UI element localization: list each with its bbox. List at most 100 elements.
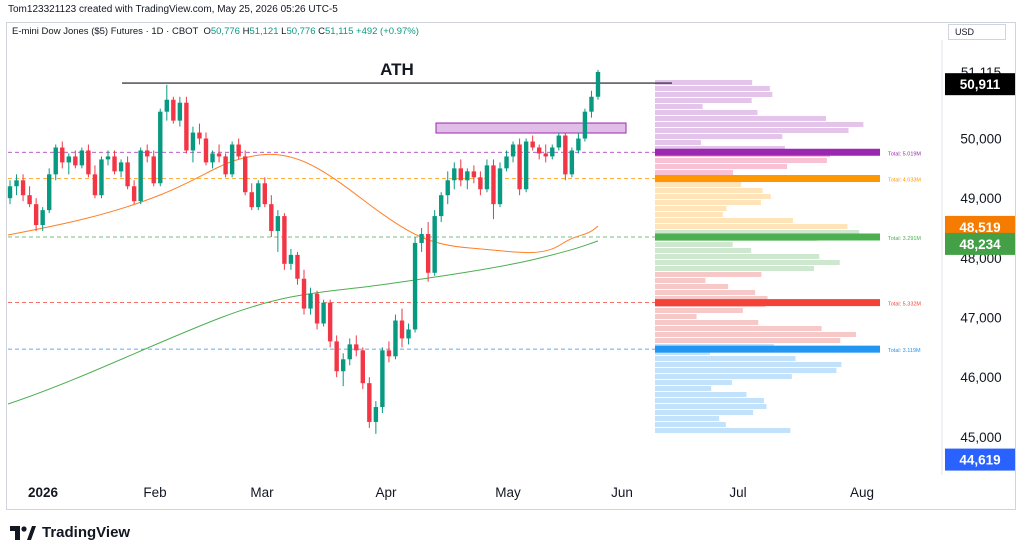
candle-body [504,156,509,169]
volume-bar [655,266,815,271]
volume-bar [655,80,753,85]
resistance-zone [435,122,627,134]
candle-body [354,344,359,351]
candle-body [20,180,26,196]
volume-bar [655,338,841,343]
candle-body [14,180,19,187]
candle-body [249,192,254,208]
candle-body [40,210,45,226]
volume-bar [655,314,697,319]
x-tick-label: 2026 [28,485,59,500]
volume-bar [655,260,840,265]
x-tick-label: Aug [850,485,874,500]
candle-body [79,150,85,166]
volume-bar [655,428,791,433]
candle-body [256,183,261,208]
volume-bar [655,242,733,247]
volume-bar [655,398,764,403]
candle-body [341,359,346,372]
volume-bar [655,320,759,325]
candle-body [576,138,581,151]
volume-total-label: Total: 3.119M [888,348,921,354]
volume-bar [655,308,743,313]
volume-bar [655,206,727,211]
candle-body [373,407,379,422]
candle-body [399,320,405,339]
volume-bar [655,86,770,91]
candle-body [321,302,326,324]
candle-body [465,171,470,181]
candle-body [269,204,274,232]
candle-body [432,216,437,273]
candle-body [229,144,235,175]
volume-bar [655,284,729,289]
volume-bar [655,374,792,379]
price-tag [945,232,1015,255]
poc-bar [655,148,880,156]
candle-body [380,350,385,408]
candle-body [92,174,98,196]
poc-bar [655,175,880,183]
volume-bar [655,356,796,361]
volume-bar [655,416,720,421]
volume-total-label: Total: 5.332M [888,302,921,308]
candle-body [295,254,300,279]
candle-body [327,302,333,342]
close-label: C [318,26,326,37]
symbol-name[interactable]: E-mini Dow Jones ($5) Futures · 1D · CBO… [12,26,199,37]
poc-bar [655,345,880,353]
candle-body [458,168,463,181]
candle-body [445,180,450,196]
low-value: 50,776 [286,26,316,37]
price-tag [945,448,1015,471]
currency-selector[interactable]: USD [948,24,1006,40]
candle-body [367,383,372,422]
volume-bar [655,194,771,199]
candle-body [419,233,424,243]
open-label: O [203,26,211,37]
candle-body [138,150,143,202]
brand-name: TradingView [42,524,131,541]
candle-body [478,177,483,190]
volume-bar [655,128,849,133]
price-tag-label: 48,234 [959,237,1001,252]
y-tick-label: 50,000 [960,132,1001,147]
volume-bar [655,200,761,205]
candle-body [190,132,196,151]
volume-bar [655,272,762,277]
volume-bar [655,158,827,163]
candle-body [569,150,575,175]
volume-bar [655,254,820,259]
candle-body [275,216,281,232]
volume-bar [655,170,734,175]
volume-bar [655,146,785,151]
candle-body [425,233,431,273]
volume-bar [655,224,848,229]
volume-bar [655,230,860,235]
volume-bar [655,212,723,217]
candle-body [33,204,39,226]
volume-bar [655,248,752,253]
candle-body [145,150,150,157]
x-tick-label: Mar [250,485,274,500]
candle-body [452,168,457,181]
candle-body [412,242,418,330]
close-value: 51,115 [325,26,354,37]
price-tag-label: 48,519 [959,220,1000,235]
candle-body [197,132,202,139]
symbol-legend: E-mini Dow Jones ($5) Futures · 1D · CBO… [12,26,419,37]
volume-bar [655,98,752,103]
candle-body [86,150,91,175]
volume-bar [655,368,837,373]
volume-bar [655,296,768,301]
volume-bar [655,122,864,127]
volume-bar [655,380,732,385]
candle-body [7,186,13,199]
candle-body [223,156,228,175]
volume-bar [655,92,773,97]
candle-body [73,156,78,166]
candle-body [184,102,189,151]
candle-body [308,293,313,309]
candle-body [131,186,137,202]
